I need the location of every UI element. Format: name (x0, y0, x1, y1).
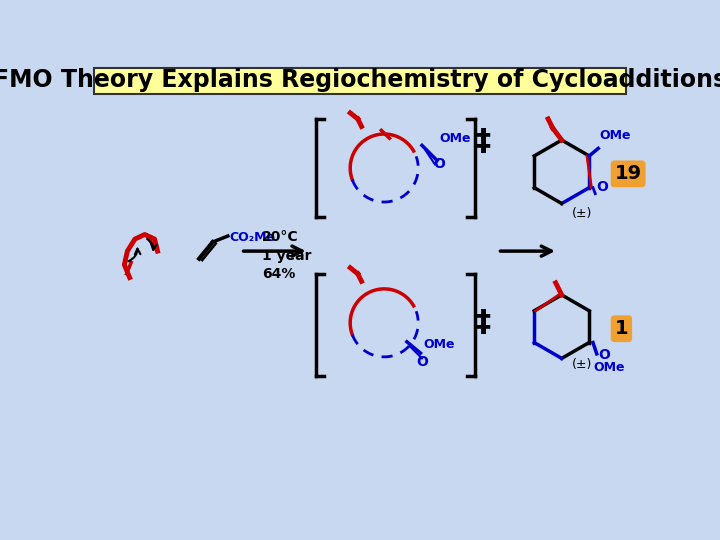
Text: 1 year: 1 year (262, 249, 311, 263)
Text: 20°C: 20°C (262, 230, 299, 244)
Text: O: O (598, 348, 610, 362)
Text: (±): (±) (572, 207, 592, 220)
Text: OMe: OMe (423, 338, 455, 351)
Text: OMe: OMe (599, 129, 631, 143)
Text: O: O (433, 157, 445, 171)
Text: CO₂Me: CO₂Me (230, 231, 275, 244)
Text: FMO Theory Explains Regiochemistry of Cycloadditions: FMO Theory Explains Regiochemistry of Cy… (0, 69, 720, 92)
Text: OMe: OMe (593, 361, 624, 374)
Text: ‡: ‡ (475, 127, 490, 156)
Text: OMe: OMe (439, 132, 471, 145)
Text: O: O (417, 355, 428, 369)
FancyBboxPatch shape (94, 69, 626, 94)
Text: 19: 19 (615, 164, 642, 184)
Text: ‡: ‡ (475, 308, 490, 338)
Text: 64%: 64% (262, 267, 295, 281)
Text: (±): (±) (572, 358, 592, 371)
Text: O: O (597, 180, 608, 194)
Text: 1: 1 (615, 319, 629, 338)
